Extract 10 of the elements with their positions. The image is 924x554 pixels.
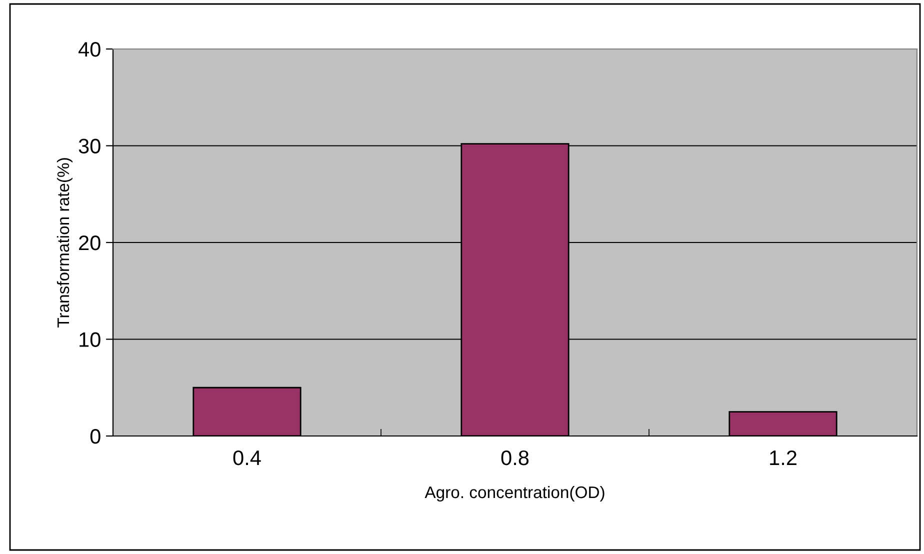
y-tick-label: 20 <box>79 236 100 250</box>
y-tick-label: 40 <box>78 42 100 57</box>
x-tick-label: 0.8 <box>501 450 529 466</box>
x-tick-label: 1.2 <box>770 450 796 465</box>
y-axis-title: Transformation rate(%) <box>56 158 72 328</box>
x-tick-label: 0.4 <box>233 450 261 466</box>
y-tick-label: 0 <box>90 429 100 444</box>
y-tick-label: 30 <box>78 138 100 154</box>
x-axis-title: Agro. concentration(OD) <box>424 486 604 502</box>
y-tick-label: 10 <box>80 332 100 348</box>
